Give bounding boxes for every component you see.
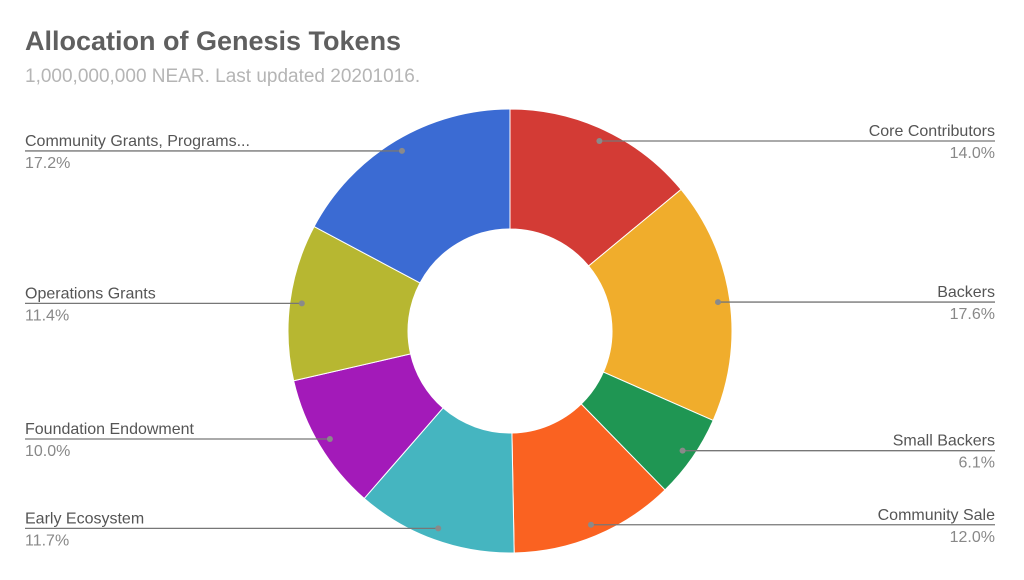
leader-dot-4 [435,525,442,532]
slice-label: Community Sale [878,507,995,524]
slice-percent: 11.7% [25,532,69,549]
chart-title: Allocation of Genesis Tokens [25,26,402,56]
slice-label: Backers [937,284,995,301]
leader-dot-5 [326,436,333,443]
slice-4 [363,407,515,554]
chart-subtitle: 1,000,000,000 NEAR. Last updated 2020101… [25,66,421,87]
leader-dot-2 [679,447,686,454]
leader-dot-3 [587,521,594,528]
slice-percent: 17.6% [950,306,995,323]
slice-percent: 10.0% [25,443,70,460]
leader-dot-7 [398,147,405,154]
slice-label: Foundation Endowment [25,421,195,438]
leader-dot-6 [298,300,305,307]
slice-percent: 6.1% [959,455,995,472]
slice-percent: 17.2% [25,155,70,172]
slice-percent: 11.4% [25,307,69,324]
slice-label: Community Grants, Programs... [25,133,250,150]
slice-label: Operations Grants [25,285,156,302]
leader-dot-1 [714,299,721,306]
slice-1 [587,188,733,422]
slice-percent: 12.0% [950,529,995,546]
slice-label: Small Backers [893,433,995,450]
slice-label: Early Ecosystem [25,510,144,527]
slice-percent: 14.0% [950,145,995,162]
leader-dot-0 [596,137,603,144]
slice-7 [313,108,511,284]
slice-label: Core Contributors [869,123,995,140]
slice-0 [509,108,682,267]
